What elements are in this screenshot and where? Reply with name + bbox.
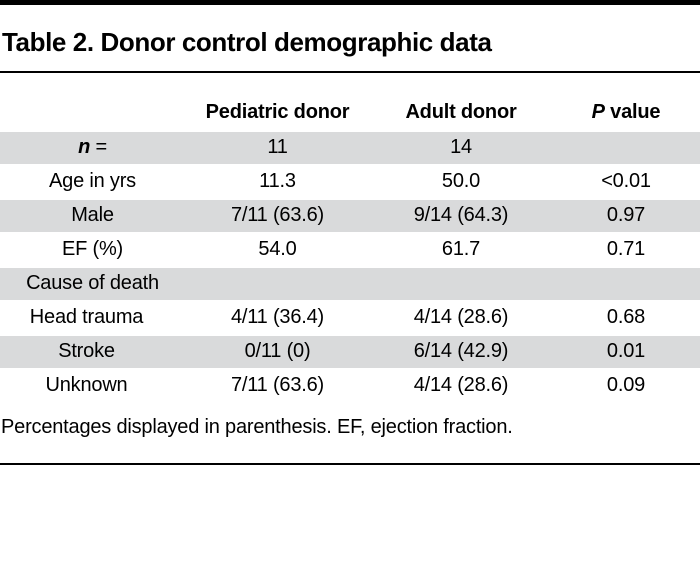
cell-adult-stroke: 6/14 (42.9) <box>370 335 552 368</box>
n-italic: n <box>78 136 91 159</box>
header-adult-donor: Adult donor <box>405 100 517 123</box>
table-row-male: Male 7/11 (63.6) 9/14 (64.3) 0.97 <box>0 199 700 232</box>
n-equals: = <box>90 136 107 159</box>
cell-adult-ef: 61.7 <box>441 238 481 261</box>
table-row-stroke: Stroke 0/11 (0) 6/14 (42.9) 0.01 <box>0 335 700 368</box>
cell-adult-male: 9/14 (64.3) <box>370 199 552 232</box>
cell-pediatric-ef: 54.0 <box>258 238 297 261</box>
table-row-age: Age in yrs 11.3 50.0 <0.01 <box>0 166 700 198</box>
bottom-rule <box>0 462 700 465</box>
header-pediatric-donor: Pediatric donor <box>205 100 350 123</box>
cell-pediatric-unknown: 7/11 (63.6) <box>230 374 325 397</box>
header-p-value: P value <box>552 75 700 130</box>
cell-p-male: 0.97 <box>552 199 700 232</box>
table-row-n: n = 11 14 <box>0 131 700 164</box>
header-empty-cell <box>0 75 185 130</box>
table-row-head-trauma: Head trauma 4/11 (36.4) 4/14 (28.6) 0.68 <box>0 302 700 334</box>
cell-adult-age: 50.0 <box>441 170 481 193</box>
row-label-unknown: Unknown <box>45 374 128 397</box>
table-row-cause-of-death: Cause of death <box>0 267 700 300</box>
top-thick-rule <box>0 0 700 5</box>
p-value-italic-p: P <box>591 100 605 123</box>
row-label-head-trauma: Head trauma <box>29 306 144 329</box>
row-label-stroke: Stroke <box>0 335 185 368</box>
cell-pediatric-stroke: 0/11 (0) <box>185 335 370 368</box>
cell-p-age: <0.01 <box>601 170 651 193</box>
cell-adult-head-trauma: 4/14 (28.6) <box>413 306 509 329</box>
cell-adult-n: 14 <box>370 131 552 164</box>
table-row-ef: EF (%) 54.0 61.7 0.71 <box>0 234 700 266</box>
cell-pediatric-n: 11 <box>185 131 370 164</box>
row-label-n: n = <box>0 131 185 164</box>
table-title: Table 2. Donor control demographic data <box>2 27 492 57</box>
cell-p-unknown: 0.09 <box>606 374 646 397</box>
cell-pediatric-cause <box>185 267 370 300</box>
row-label-cause-of-death: Cause of death <box>0 267 185 300</box>
header-row: Pediatric donor Adult donor P value <box>0 75 700 130</box>
cell-p-stroke: 0.01 <box>552 335 700 368</box>
title-divider-rule <box>0 70 700 73</box>
cell-p-cause <box>552 267 700 300</box>
cell-pediatric-age: 11.3 <box>259 170 296 193</box>
row-label-age: Age in yrs <box>49 170 136 193</box>
cell-p-head-trauma: 0.68 <box>606 306 646 329</box>
cell-pediatric-male: 7/11 (63.6) <box>185 199 370 232</box>
cell-pediatric-head-trauma: 4/11 (36.4) <box>230 306 325 329</box>
p-value-rest: value <box>604 100 661 123</box>
cell-adult-unknown: 4/14 (28.6) <box>413 374 509 397</box>
cell-p-n <box>552 131 700 164</box>
cell-adult-cause <box>370 267 552 300</box>
table-footnote: Percentages displayed in parenthesis. EF… <box>1 415 513 438</box>
row-label-male: Male <box>0 199 185 232</box>
row-label-ef: EF (%) <box>61 238 124 261</box>
demographic-table: Pediatric donor Adult donor P value n = … <box>0 73 700 404</box>
table-row-unknown: Unknown 7/11 (63.6) 4/14 (28.6) 0.09 <box>0 370 700 402</box>
cell-p-ef: 0.71 <box>606 238 646 261</box>
